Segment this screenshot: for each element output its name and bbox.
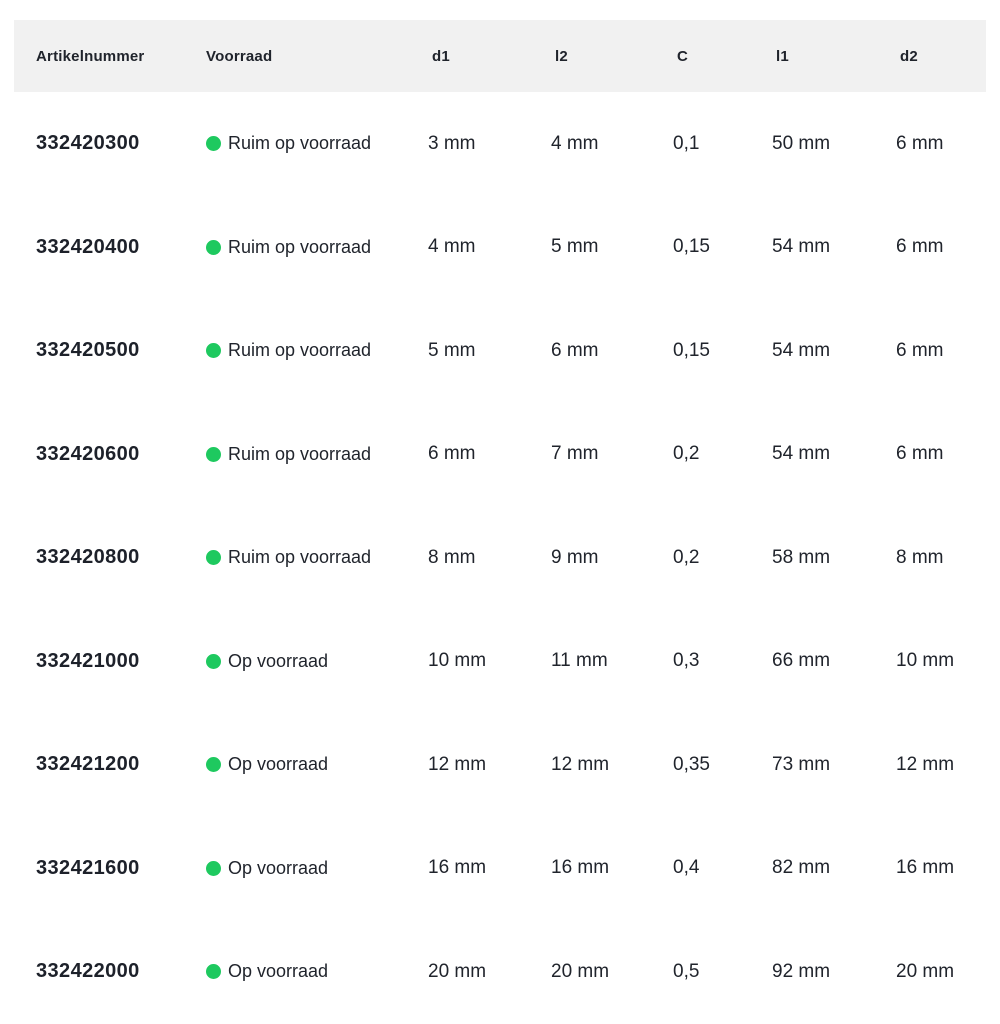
l2-cell: 6 mm [551, 339, 599, 361]
d2-cell: 6 mm [896, 339, 944, 361]
stock-status-label: Op voorraad [228, 961, 329, 982]
l1-cell: 73 mm [772, 753, 831, 775]
stock-status-cell: Ruim op voorraad [206, 133, 428, 154]
artikelnummer-cell[interactable]: 332421000 [36, 649, 140, 672]
table-row: 332420300 Ruim op voorraad 3 mm 4 mm 0,1… [14, 92, 986, 196]
column-header-d1: d1 [432, 47, 450, 65]
stock-status-label: Op voorraad [228, 857, 329, 878]
d2-cell: 6 mm [896, 132, 944, 154]
l2-cell: 7 mm [551, 443, 599, 465]
in-stock-dot-icon [206, 239, 221, 255]
column-header-c: C [677, 47, 689, 65]
in-stock-dot-icon [206, 653, 221, 669]
d2-cell: 20 mm [896, 960, 955, 982]
l1-cell: 92 mm [772, 960, 831, 982]
artikelnummer-cell[interactable]: 332420600 [36, 442, 140, 465]
column-header-voorraad: Voorraad [206, 47, 273, 65]
in-stock-dot-icon [206, 860, 221, 876]
artikelnummer-cell[interactable]: 332420400 [36, 235, 140, 258]
c-cell: 0,15 [673, 236, 710, 258]
in-stock-dot-icon [206, 964, 221, 980]
table-row: 332420400 Ruim op voorraad 4 mm 5 mm 0,1… [14, 195, 986, 299]
c-cell: 0,4 [673, 857, 700, 879]
c-cell: 0,5 [673, 960, 700, 982]
artikelnummer-cell[interactable]: 332421200 [36, 753, 140, 776]
stock-status-cell: Op voorraad [206, 961, 428, 982]
d1-cell: 20 mm [428, 960, 487, 982]
l1-cell: 66 mm [772, 650, 831, 672]
column-header-l2: l2 [555, 47, 568, 65]
product-variants-table: Artikelnummer Voorraad d1 l2 C l1 d2 332… [14, 20, 986, 1024]
l2-cell: 12 mm [551, 753, 610, 775]
table-row: 332421200 Op voorraad 12 mm 12 mm 0,35 7… [14, 713, 986, 817]
table-row: 332420800 Ruim op voorraad 8 mm 9 mm 0,2… [14, 506, 986, 610]
column-header-d2: d2 [900, 47, 918, 65]
stock-status-cell: Op voorraad [206, 651, 428, 672]
d1-cell: 6 mm [428, 443, 476, 465]
stock-status-label: Ruim op voorraad [228, 133, 372, 154]
table-row: 332421600 Op voorraad 16 mm 16 mm 0,4 82… [14, 816, 986, 920]
stock-status-cell: Ruim op voorraad [206, 547, 428, 568]
table-row: 332420600 Ruim op voorraad 6 mm 7 mm 0,2… [14, 402, 986, 506]
stock-status-label: Ruim op voorraad [228, 547, 372, 568]
in-stock-dot-icon [206, 757, 221, 773]
in-stock-dot-icon [206, 550, 221, 566]
artikelnummer-cell[interactable]: 332420300 [36, 132, 140, 155]
d1-cell: 16 mm [428, 857, 487, 879]
stock-status-label: Ruim op voorraad [228, 340, 372, 361]
in-stock-dot-icon [206, 446, 221, 462]
d1-cell: 5 mm [428, 339, 476, 361]
l1-cell: 54 mm [772, 236, 831, 258]
l2-cell: 16 mm [551, 857, 610, 879]
l2-cell: 4 mm [551, 132, 599, 154]
d1-cell: 8 mm [428, 546, 476, 568]
table-row: 332420500 Ruim op voorraad 5 mm 6 mm 0,1… [14, 299, 986, 403]
d2-cell: 6 mm [896, 236, 944, 258]
l2-cell: 20 mm [551, 960, 610, 982]
column-header-artikelnummer: Artikelnummer [36, 47, 145, 65]
l1-cell: 58 mm [772, 546, 831, 568]
d1-cell: 10 mm [428, 650, 487, 672]
c-cell: 0,1 [673, 132, 700, 154]
l2-cell: 11 mm [551, 650, 608, 672]
l1-cell: 54 mm [772, 443, 831, 465]
stock-status-cell: Op voorraad [206, 858, 428, 879]
stock-status-cell: Ruim op voorraad [206, 237, 428, 258]
l2-cell: 5 mm [551, 236, 599, 258]
artikelnummer-cell[interactable]: 332420500 [36, 339, 140, 362]
d2-cell: 8 mm [896, 546, 944, 568]
c-cell: 0,2 [673, 546, 700, 568]
artikelnummer-cell[interactable]: 332421600 [36, 856, 140, 879]
artikelnummer-cell[interactable]: 332420800 [36, 546, 140, 569]
table-header-row: Artikelnummer Voorraad d1 l2 C l1 d2 [14, 20, 986, 92]
column-header-l1: l1 [776, 47, 789, 65]
l1-cell: 50 mm [772, 132, 831, 154]
stock-status-label: Op voorraad [228, 650, 329, 671]
artikelnummer-cell[interactable]: 332422000 [36, 960, 140, 983]
stock-status-cell: Ruim op voorraad [206, 340, 428, 361]
c-cell: 0,2 [673, 443, 700, 465]
d2-cell: 12 mm [896, 753, 955, 775]
d1-cell: 4 mm [428, 236, 476, 258]
d2-cell: 6 mm [896, 443, 944, 465]
d1-cell: 3 mm [428, 132, 476, 154]
l1-cell: 54 mm [772, 339, 831, 361]
d2-cell: 16 mm [896, 857, 955, 879]
stock-status-label: Ruim op voorraad [228, 236, 372, 257]
in-stock-dot-icon [206, 343, 221, 359]
table-row: 332422000 Op voorraad 20 mm 20 mm 0,5 92… [14, 920, 986, 1024]
c-cell: 0,3 [673, 650, 700, 672]
d1-cell: 12 mm [428, 753, 487, 775]
in-stock-dot-icon [206, 136, 221, 152]
stock-status-label: Ruim op voorraad [228, 443, 372, 464]
stock-status-cell: Op voorraad [206, 754, 428, 775]
stock-status-label: Op voorraad [228, 754, 329, 775]
l1-cell: 82 mm [772, 857, 831, 879]
c-cell: 0,35 [673, 753, 710, 775]
c-cell: 0,15 [673, 339, 710, 361]
stock-status-cell: Ruim op voorraad [206, 444, 428, 465]
d2-cell: 10 mm [896, 650, 955, 672]
l2-cell: 9 mm [551, 546, 599, 568]
table-row: 332421000 Op voorraad 10 mm 11 mm 0,3 66… [14, 609, 986, 713]
